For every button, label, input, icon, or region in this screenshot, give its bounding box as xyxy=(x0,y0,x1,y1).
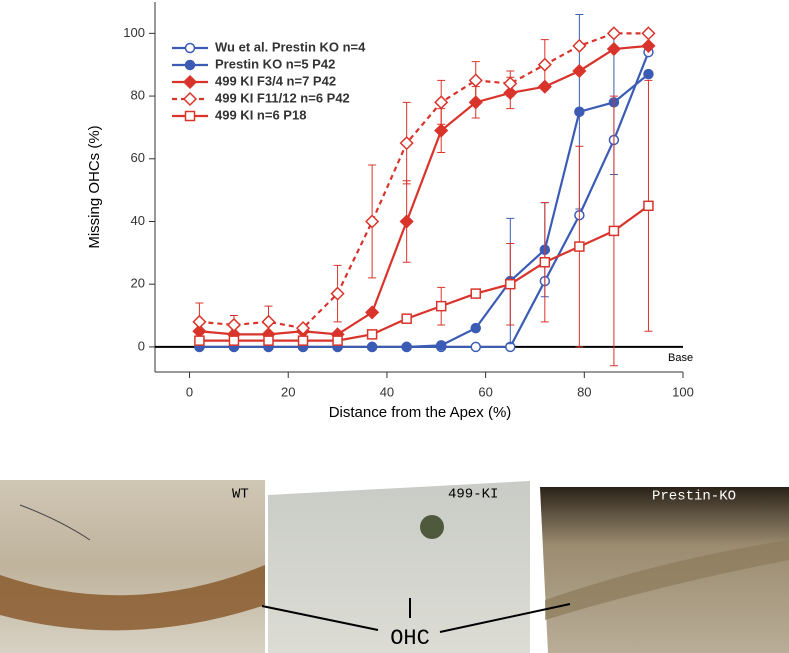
marker xyxy=(399,136,414,151)
marker xyxy=(470,341,481,353)
marker xyxy=(435,340,447,351)
marker xyxy=(399,214,414,229)
marker xyxy=(434,95,449,110)
marker xyxy=(572,63,587,79)
ohc-arrows xyxy=(261,598,571,633)
marker xyxy=(468,73,483,88)
legend-label: Prestin KO n=5 P42 xyxy=(215,56,335,71)
marker xyxy=(434,123,449,138)
marker xyxy=(503,76,518,91)
marker xyxy=(330,286,345,301)
y-tick-label: 80 xyxy=(131,88,145,103)
marker xyxy=(297,335,309,346)
series-line xyxy=(199,73,650,349)
marker xyxy=(574,106,585,117)
y-axis-label: Missing OHCs (%) xyxy=(86,125,103,248)
x-tick-label: 60 xyxy=(478,384,492,399)
legend-label: 499 KI F3/4 n=7 P42 xyxy=(215,73,336,88)
marker xyxy=(182,91,198,107)
legend-label: 499 KI n=6 P18 xyxy=(215,107,306,122)
marker xyxy=(572,38,587,53)
marker xyxy=(184,42,196,54)
marker xyxy=(435,300,447,312)
marker xyxy=(194,335,205,346)
marker xyxy=(182,74,198,90)
series-line xyxy=(199,204,650,342)
panel-label: 499-KI xyxy=(448,487,498,503)
y-tick-label: 20 xyxy=(131,276,145,291)
x-axis-label: Distance from the Apex (%) xyxy=(329,404,512,421)
annotation: Base xyxy=(668,352,693,364)
x-tick-label: 80 xyxy=(577,384,591,399)
cell-label: OHC xyxy=(390,626,430,651)
marker xyxy=(606,26,621,41)
series-line xyxy=(199,44,649,336)
marker xyxy=(401,313,412,324)
marker xyxy=(226,317,242,333)
marker xyxy=(574,241,585,252)
y-tick-label: 60 xyxy=(131,150,145,165)
marker xyxy=(365,305,380,320)
marker xyxy=(537,57,552,72)
marker xyxy=(365,214,380,229)
panel-label: WT xyxy=(232,487,249,503)
marker xyxy=(401,341,412,353)
marker xyxy=(641,38,656,53)
marker xyxy=(184,59,196,71)
legend-label: 499 KI F11/12 n=6 P42 xyxy=(215,90,350,105)
photo-wt: WT xyxy=(0,480,265,653)
marker xyxy=(643,68,654,80)
marker xyxy=(192,314,207,329)
marker xyxy=(263,335,274,346)
x-tick-label: 100 xyxy=(672,384,694,399)
marker xyxy=(608,225,620,237)
panel-label: Prestin-KO xyxy=(652,489,736,505)
marker xyxy=(228,335,240,346)
marker xyxy=(366,341,378,353)
x-tick-label: 20 xyxy=(281,384,295,399)
legend-label: Wu et al. Prestin KO n=4 xyxy=(215,39,366,54)
marker xyxy=(470,322,481,334)
marker xyxy=(505,278,516,290)
y-tick-label: 100 xyxy=(123,25,145,40)
y-tick-label: 40 xyxy=(131,213,145,228)
marker xyxy=(184,110,196,122)
marker xyxy=(606,41,621,57)
marker xyxy=(261,314,276,329)
x-tick-label: 0 xyxy=(186,384,193,399)
y-tick-label: 0 xyxy=(138,338,145,353)
photo-499-ki: 499-KI xyxy=(268,481,530,653)
marker xyxy=(641,26,656,41)
photo-prestin-ko: Prestin-KO xyxy=(540,487,789,653)
marker xyxy=(643,200,654,212)
marker xyxy=(332,335,343,346)
x-tick-label: 40 xyxy=(380,384,394,399)
marker xyxy=(539,257,551,268)
marker xyxy=(470,288,481,299)
marker xyxy=(366,329,378,340)
marker xyxy=(295,321,311,336)
